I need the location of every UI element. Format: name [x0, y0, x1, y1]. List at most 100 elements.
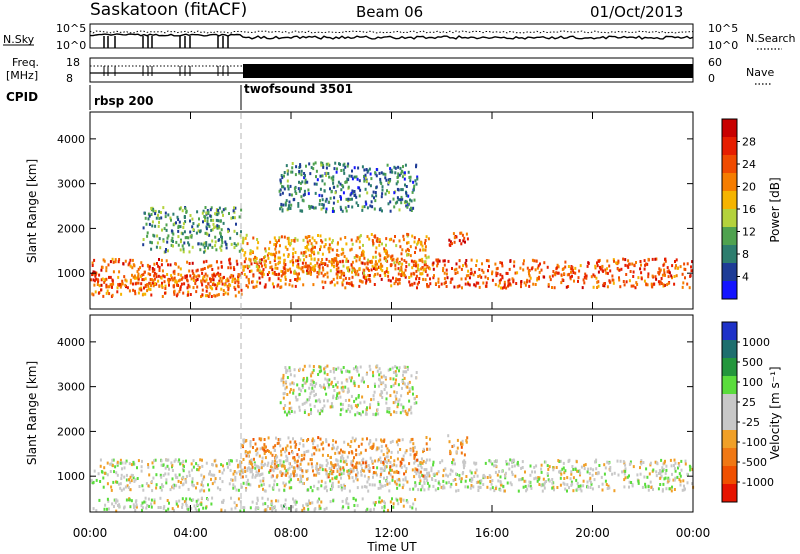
echo-cell [208, 224, 211, 228]
echo-cell [140, 504, 143, 508]
echo-cell [410, 411, 413, 415]
echo-cell [340, 252, 343, 256]
echo-cell [583, 467, 586, 471]
echo-cell [499, 278, 502, 282]
x-tick-label: 00:00 [676, 526, 711, 540]
power-echo-cells [90, 161, 694, 298]
echo-cell [394, 235, 396, 238]
echo-cell [249, 259, 252, 263]
echo-cell [412, 260, 415, 264]
colorbar-swatch [722, 484, 737, 503]
echo-cell [519, 478, 522, 482]
echo-cell [285, 368, 288, 372]
echo-cell [477, 489, 480, 492]
echo-cell [284, 471, 287, 475]
echo-cell [274, 444, 277, 448]
echo-cell [255, 474, 257, 478]
cpid-segment-1: rbsp 200 [94, 94, 153, 108]
echo-cell [319, 465, 322, 469]
echo-cell [616, 459, 619, 463]
echo-cell [498, 470, 501, 473]
echo-cell [261, 472, 264, 476]
echo-cell [381, 506, 384, 510]
echo-cell [340, 472, 343, 476]
echo-cell [415, 376, 417, 380]
echo-cell [360, 451, 363, 455]
echo-cell [152, 284, 155, 288]
echo-cell [210, 295, 213, 298]
echo-cell [339, 205, 342, 209]
echo-cell [442, 479, 445, 483]
echo-cell [336, 459, 339, 463]
echo-cell [400, 265, 403, 269]
echo-cell [395, 260, 398, 264]
echo-cell [240, 208, 243, 212]
echo-cell [407, 241, 410, 245]
echo-cell [317, 258, 320, 262]
echo-cell [158, 258, 160, 261]
echo-cell [277, 438, 280, 441]
freq-tick-bottom: 8 [66, 72, 73, 85]
echo-cell [314, 206, 317, 210]
echo-cell [553, 488, 555, 492]
echo-cell [179, 462, 182, 466]
echo-cell [401, 438, 404, 442]
echo-cell [372, 374, 375, 378]
echo-cell [583, 281, 586, 285]
echo-cell [374, 199, 377, 203]
echo-cell [226, 284, 229, 288]
echo-cell [408, 249, 410, 252]
echo-cell [191, 477, 194, 481]
echo-cell [346, 469, 349, 473]
echo-cell [269, 260, 272, 264]
freq-label: Freq. [12, 56, 39, 69]
echo-cell [374, 250, 377, 254]
echo-cell [350, 376, 353, 380]
echo-cell [632, 284, 635, 288]
echo-cell [651, 285, 654, 289]
echo-cell [271, 282, 274, 286]
echo-cell [624, 469, 627, 473]
echo-cell [289, 373, 292, 377]
echo-cell [189, 293, 192, 296]
echo-cell [445, 272, 448, 276]
echo-cell [573, 279, 575, 283]
echo-cell [158, 266, 161, 269]
colorbar-swatch [722, 376, 737, 395]
echo-cell [303, 381, 306, 385]
echo-cell [298, 387, 301, 391]
echo-cell [389, 394, 392, 398]
echo-cell [325, 440, 328, 444]
echo-cell [108, 285, 111, 289]
echo-cell [502, 484, 505, 488]
echo-cell [246, 469, 249, 473]
echo-cell [234, 478, 237, 482]
echo-cell [396, 405, 399, 409]
echo-cell [453, 268, 456, 272]
echo-cell [126, 286, 129, 290]
echo-cell [353, 504, 356, 507]
echo-cell [408, 462, 411, 466]
echo-cell [105, 277, 108, 281]
echo-cell [90, 278, 92, 282]
echo-cell [255, 284, 258, 288]
echo-cell [482, 281, 485, 285]
echo-cell [183, 465, 185, 469]
echo-cell [329, 196, 332, 200]
echo-cell [344, 180, 347, 184]
echo-cell [123, 475, 126, 479]
echo-cell [342, 460, 345, 464]
echo-cell [443, 277, 446, 281]
echo-cell [391, 475, 394, 479]
echo-cell [337, 451, 340, 455]
echo-cell [597, 485, 600, 489]
echo-cell [424, 254, 427, 258]
y-tick-label: 3000 [57, 381, 85, 394]
echo-cell [661, 469, 664, 473]
echo-cell [276, 240, 278, 244]
echo-cell [331, 465, 333, 469]
echo-cell [389, 209, 392, 213]
echo-cell [481, 262, 483, 266]
echo-cell [242, 265, 245, 269]
